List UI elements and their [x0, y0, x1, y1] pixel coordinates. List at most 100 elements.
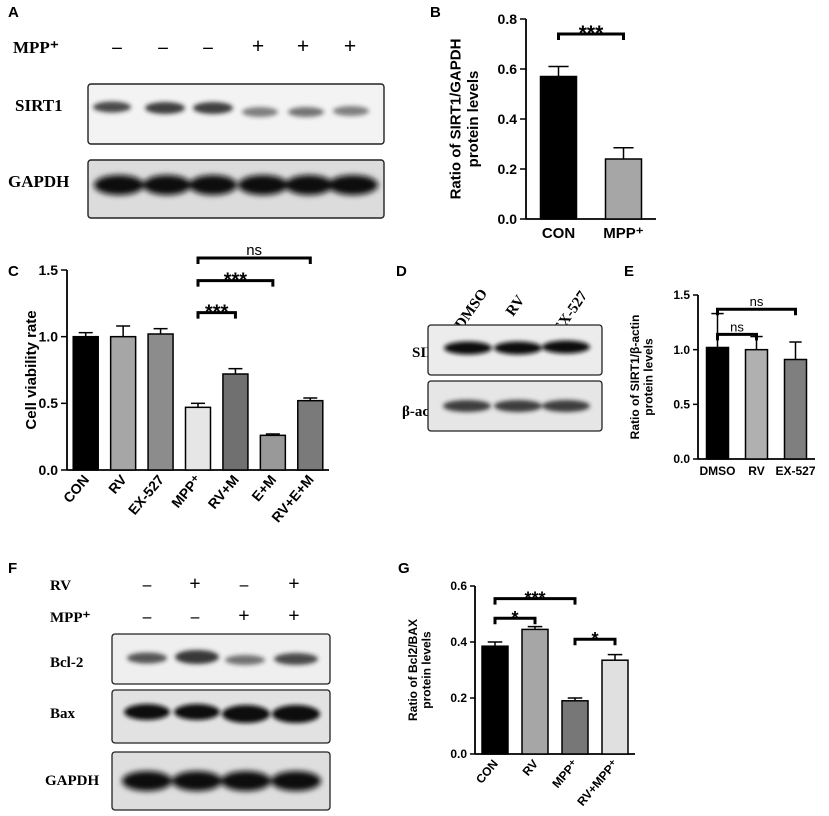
- blot-f-sign: –: [142, 575, 152, 594]
- significance-label: ***: [224, 270, 248, 292]
- blot-f-sign: –: [142, 607, 152, 626]
- y-tick-label: 0.4: [450, 635, 467, 649]
- bar: [601, 659, 629, 755]
- x-tick-label: RV: [520, 757, 541, 779]
- blot-f-sign: +: [189, 573, 200, 595]
- panel-letter-b: B: [430, 4, 441, 21]
- chart-c: 0.0 0.5 1.0 1.5 Cell viability rate CON RVEX-5…: [23, 242, 329, 525]
- significance-label: ns: [246, 242, 262, 259]
- blot-f-mpp-label: MPP⁺: [50, 610, 90, 626]
- significance-bracket: [196, 279, 275, 287]
- y-axis-label: Cell viability rate: [23, 310, 40, 429]
- blot-a-treatment-signs: – – – + + +: [111, 33, 356, 58]
- y-tick-label: 0.8: [498, 11, 518, 27]
- blot-f-bcl2: [111, 633, 331, 685]
- blot-a-sign: –: [111, 37, 122, 58]
- blot-a-sign: –: [202, 37, 213, 58]
- panel-letter-e: E: [624, 263, 634, 280]
- blot-f-sign: +: [288, 605, 299, 627]
- bar: [561, 700, 589, 755]
- bar: [744, 348, 769, 460]
- x-tick-label: EX-527: [125, 471, 167, 517]
- panel-letter-g: G: [398, 560, 410, 577]
- panel-letter-a: A: [8, 4, 19, 21]
- significance-label: ***: [579, 22, 604, 45]
- bar: [705, 346, 730, 460]
- blot-a-sign: +: [344, 33, 357, 58]
- significance-bracket: [196, 256, 312, 264]
- blot-d-sirt1: [427, 324, 603, 376]
- blot-f-gapdh: [111, 751, 331, 811]
- x-tick-label: E+M: [248, 472, 279, 505]
- bar: [604, 158, 643, 220]
- blot-f-rv-label: RV: [50, 578, 71, 594]
- y-tick-label: 1.0: [673, 343, 690, 357]
- y-tick-label: 1.5: [673, 288, 690, 302]
- blot-f-mpp-signs: – – + +: [142, 605, 300, 627]
- blot-d-lane-label: RV: [503, 293, 528, 320]
- bar: [539, 75, 578, 220]
- y-tick-label: 0.2: [498, 161, 518, 177]
- blot-f-rv-signs: – + – +: [142, 573, 300, 595]
- blot-a-sirt1: [87, 83, 385, 145]
- y-tick-label: 0.5: [673, 398, 690, 412]
- bar: [184, 406, 212, 471]
- y-tick-label: 0.6: [498, 61, 518, 77]
- significance-bracket: [716, 307, 797, 316]
- panel-letter-c: C: [8, 263, 19, 280]
- x-tick-label: DMSO: [700, 464, 736, 478]
- y-axis-label: Ratio of SIRT1/GAPDHprotein levels: [448, 39, 482, 200]
- blot-a-row-label: GAPDH: [8, 172, 69, 191]
- y-axis-label: Ratio of Bcl2/BAXprotein levels: [406, 619, 434, 721]
- chart-e: 0.0 0.5 1.0 1.5 Ratio of SIRT1/β-actinprotei…: [628, 288, 816, 478]
- y-tick-label: 1.0: [39, 329, 59, 345]
- blot-a-sign: –: [157, 37, 168, 58]
- y-tick-label: 0.0: [498, 211, 518, 227]
- significance-bracket: [573, 637, 617, 646]
- blot-f-row-label: GAPDH: [45, 773, 99, 789]
- x-tick-label: RV+MPP⁺: [574, 757, 621, 809]
- bar: [783, 358, 808, 460]
- bar: [481, 645, 509, 755]
- blot-a-sign: +: [252, 33, 265, 58]
- y-tick-label: 0.5: [39, 395, 59, 411]
- x-tick-label: CON: [542, 225, 575, 242]
- blot-f-sign: +: [288, 573, 299, 595]
- bar: [259, 434, 287, 471]
- y-tick-label: 0.0: [450, 747, 467, 761]
- bar: [521, 628, 549, 755]
- blot-f-row-label: Bax: [50, 706, 76, 722]
- blot-a-treatment-label: MPP⁺: [13, 38, 59, 57]
- panel-letter-f: F: [8, 560, 17, 577]
- panel-letter-d: D: [396, 263, 407, 280]
- blot-d-beta-actin: [427, 380, 603, 432]
- chart-g: 0.0 0.2 0.4 0.6 Ratio of Bcl2/BAXprotein lev…: [406, 579, 635, 809]
- blot-f-sign: –: [239, 575, 249, 594]
- y-tick-label: 0.2: [450, 691, 467, 705]
- significance-label: ***: [524, 589, 545, 609]
- blot-a-gapdh: [87, 159, 385, 219]
- y-axis-label: Ratio of SIRT1/β-actinprotein levels: [628, 315, 656, 440]
- y-tick-label: 0.0: [673, 452, 690, 466]
- significance-label: *: [591, 629, 598, 649]
- blot-f-row-label: Bcl-2: [50, 655, 83, 671]
- x-tick-label: RV: [748, 464, 764, 478]
- significance-label: ns: [750, 294, 764, 309]
- y-tick-label: 0.6: [450, 579, 467, 593]
- x-tick-label: CON: [60, 472, 92, 506]
- y-tick-label: 0.4: [498, 111, 518, 127]
- significance-bracket: [716, 332, 758, 341]
- significance-bracket: [493, 597, 577, 605]
- x-tick-label: CON: [473, 757, 501, 786]
- significance-label: ***: [205, 302, 229, 324]
- x-tick-label: MPP⁺: [549, 757, 581, 791]
- bar: [297, 399, 324, 471]
- blot-f-bax: [111, 689, 331, 744]
- x-tick-label: RV: [105, 471, 130, 496]
- significance-label: *: [511, 608, 518, 628]
- blot-a-sign: +: [297, 33, 310, 58]
- bar: [147, 333, 174, 471]
- bar: [222, 373, 249, 471]
